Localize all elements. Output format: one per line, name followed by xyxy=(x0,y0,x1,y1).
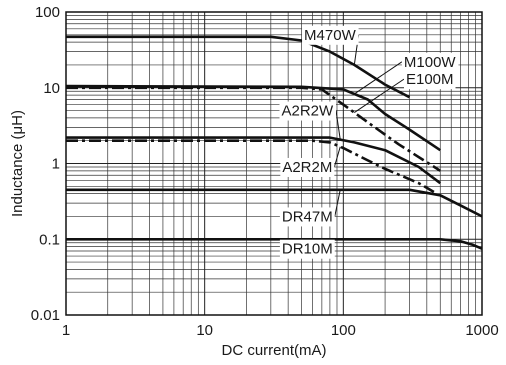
series-label-leader xyxy=(354,61,403,95)
series-label-a2r2m: A2R2M xyxy=(282,159,332,176)
series-label-e100m: E100M xyxy=(406,71,454,88)
x-tick-labels: 1 10 100 1000 xyxy=(62,322,499,339)
series-label-a2r2w: A2R2W xyxy=(281,103,334,120)
x-tick-label: 10 xyxy=(196,322,213,339)
series-label-bg xyxy=(279,239,335,259)
series-label-bg xyxy=(403,70,456,90)
y-tick-label: 10 xyxy=(43,80,60,97)
y-tick-label: 100 xyxy=(35,4,60,21)
series-label-leader xyxy=(334,189,341,217)
series-label-leader xyxy=(354,78,405,113)
series-label-dr47m: DR47M xyxy=(282,208,333,225)
series-label-bg xyxy=(280,157,335,177)
series-line-e100m xyxy=(66,86,441,172)
y-axis-title: Inductance (μH) xyxy=(9,110,26,217)
series-label-m470w: M470W xyxy=(304,27,357,44)
y-tick-labels: 0.01 0.1 1 10 100 xyxy=(31,4,60,324)
series-label-bg xyxy=(279,101,337,121)
series-label-bg xyxy=(302,25,359,45)
x-tick-label: 100 xyxy=(331,322,356,339)
series-line-a2r2w xyxy=(66,136,442,185)
series-label-m100w: M100W xyxy=(404,54,457,71)
x-tick-label: 1 xyxy=(62,322,70,339)
series-line-m470w xyxy=(66,35,411,99)
x-tick-label: 1000 xyxy=(465,322,498,339)
plot-frame xyxy=(65,11,483,316)
series-label-dr10m: DR10M xyxy=(282,241,333,258)
y-tick-label: 0.1 xyxy=(39,231,60,248)
series-label-leader xyxy=(333,146,341,168)
series-label-bg xyxy=(279,207,335,227)
series-line-dr10m xyxy=(66,238,483,250)
series-label-leader xyxy=(335,110,341,140)
series-label-bg xyxy=(401,52,459,72)
series-line-a2r2m xyxy=(66,139,435,194)
y-tick-label: 1 xyxy=(52,156,60,173)
series-lines xyxy=(65,35,483,250)
series-line-dr47m xyxy=(66,188,483,218)
y-tick-label: 0.01 xyxy=(31,307,60,324)
x-axis-title: DC current(mA) xyxy=(221,342,326,359)
